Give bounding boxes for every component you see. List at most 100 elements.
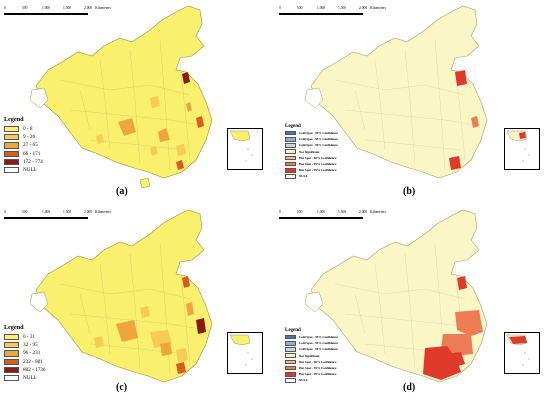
legend-label: Cold Spot - 95% Confidence <box>299 341 338 346</box>
legend-c: Legend 0 - 31 32 - 95 96 - 231 232 - 801… <box>4 324 94 382</box>
legend-swatch <box>285 167 296 173</box>
scale-tick: 500 <box>297 210 303 214</box>
legend-item: NULL <box>285 377 375 383</box>
legend-d: Legend Cold Spot - 99% Confidence Cold S… <box>285 328 375 384</box>
scale-tick: 1,000 <box>42 6 51 10</box>
panel-label: (a) <box>116 186 128 197</box>
scale-tick: 1,500 <box>63 6 72 10</box>
legend-label: 0 - 31 <box>23 334 36 341</box>
scale-bar-graphic <box>279 217 363 219</box>
legend-label: 232 - 801 <box>23 358 43 365</box>
legend-item: Hot Spot - 99% Confidence <box>285 167 375 173</box>
legend-label: Hot Spot - 95% Confidence <box>299 366 337 371</box>
legend-label: 172 - 774 <box>23 158 43 165</box>
scale-tick: 2,000 <box>359 210 368 214</box>
legend-item: 27 - 65 <box>4 141 94 149</box>
scale-tick: 2,000 <box>84 210 93 214</box>
legend-swatch <box>285 174 296 179</box>
legend-label: 9 - 26 <box>23 134 36 141</box>
legend-item: 232 - 801 <box>4 358 94 366</box>
panel-label: (d) <box>403 382 416 393</box>
legend-swatch <box>285 353 296 358</box>
legend-item: 32 - 95 <box>4 341 94 349</box>
legend-item: 66 - 171 <box>4 150 94 158</box>
scale-bar-graphic <box>4 13 88 15</box>
south-china-sea-inset <box>227 332 263 374</box>
legend-label: Hot Spot - 90% Confidence <box>299 359 337 364</box>
scale-tick: 500 <box>22 210 28 214</box>
panel-label: (b) <box>403 186 416 197</box>
scale-tick: 2,000 <box>84 6 93 10</box>
legend-swatch <box>4 134 19 141</box>
south-china-sea-inset <box>504 128 540 170</box>
legend-swatch <box>285 365 296 371</box>
scale-bar: 0 500 1,000 1,500 2,000 Kilometers <box>4 6 124 20</box>
legend-item: Hot Spot - 90% Confidence <box>285 359 375 365</box>
legend-swatch <box>4 142 19 149</box>
scale-tick: 1,000 <box>42 210 51 214</box>
scale-bar: 0 500 1,000 1,500 2,000 Kilometers <box>4 210 124 224</box>
legend-label: Cold Spot - 99% Confidence <box>299 335 338 340</box>
scale-bar: 0 500 1,000 1,500 2,000 Kilometers <box>279 210 399 224</box>
legend-item: Hot Spot - 90% Confidence <box>285 155 375 161</box>
legend-label: 802 - 1736 <box>23 366 46 373</box>
legend-item: NULL <box>4 166 94 174</box>
legend-label: Cold Spot - 99% Confidence <box>299 131 338 136</box>
map-panel-c: 0 500 1,000 1,500 2,000 Kilometers Legen… <box>0 204 275 408</box>
scale-unit: Kilometers <box>370 210 386 214</box>
scale-tick: 0 <box>279 210 281 214</box>
legend-item: Hot Spot - 95% Confidence <box>285 365 375 371</box>
scale-bar-graphic <box>279 13 363 15</box>
map-panel-a: 0 500 1,000 1,500 2,000 Kilometers Legen… <box>0 0 275 204</box>
legend-swatch <box>4 342 19 349</box>
legend-item: Not Significant <box>285 353 375 359</box>
legend-title: Legend <box>4 324 24 331</box>
scale-unit: Kilometers <box>95 6 111 10</box>
legend-swatch <box>4 125 19 133</box>
legend-label: Not Significant <box>299 149 320 154</box>
legend-swatch <box>285 378 296 383</box>
legend-label: Hot Spot - 90% Confidence <box>299 155 337 160</box>
scale-tick: 1,000 <box>317 6 326 10</box>
legend-title: Legend <box>285 328 301 333</box>
scale-tick: 1,500 <box>338 6 347 10</box>
legend-item: Cold Spot - 90% Confidence <box>285 346 375 352</box>
legend-item: NULL <box>285 173 375 179</box>
legend-swatch <box>4 358 19 365</box>
legend-item: Cold Spot - 95% Confidence <box>285 136 375 142</box>
legend-item: Cold Spot - 99% Confidence <box>285 334 375 340</box>
china-outline <box>310 5 488 179</box>
legend-swatch <box>4 333 19 341</box>
scale-tick: 1,500 <box>63 210 72 214</box>
legend-swatch <box>285 161 296 167</box>
map-panel-d: 0 500 1,000 1,500 2,000 Kilometers Legen… <box>275 204 550 408</box>
legend-swatch <box>285 130 296 136</box>
china-map-d <box>304 209 488 383</box>
legend-swatch <box>285 155 296 161</box>
china-map-a <box>29 5 213 189</box>
scale-tick: 1,500 <box>338 210 347 214</box>
legend-label: 96 - 231 <box>23 350 41 357</box>
legend-a: Legend 0 - 8 9 - 26 27 - 65 66 - 171 172… <box>4 116 94 174</box>
legend-b: Legend Cold Spot - 99% Confidence Cold S… <box>285 124 375 180</box>
scale-tick: 2,000 <box>359 6 368 10</box>
legend-item: 172 - 774 <box>4 158 94 166</box>
scale-tick: 1,000 <box>317 210 326 214</box>
legend-item: 0 - 8 <box>4 125 94 133</box>
scale-tick: 0 <box>279 6 281 10</box>
scale-unit: Kilometers <box>95 210 111 214</box>
legend-swatch <box>285 136 296 142</box>
legend-label: Not Significant <box>299 353 320 358</box>
legend-label: NULL <box>299 174 308 179</box>
legend-swatch <box>285 340 296 346</box>
legend-label: NULL <box>23 167 37 174</box>
south-china-sea-inset <box>227 128 263 170</box>
legend-item: 0 - 31 <box>4 333 94 341</box>
legend-title: Legend <box>285 124 301 129</box>
legend-swatch <box>4 350 19 357</box>
scale-tick: 0 <box>4 6 6 10</box>
legend-item: Hot Spot - 95% Confidence <box>285 161 375 167</box>
legend-item: 96 - 231 <box>4 349 94 357</box>
scale-tick: 500 <box>297 6 303 10</box>
legend-swatch <box>4 374 19 382</box>
